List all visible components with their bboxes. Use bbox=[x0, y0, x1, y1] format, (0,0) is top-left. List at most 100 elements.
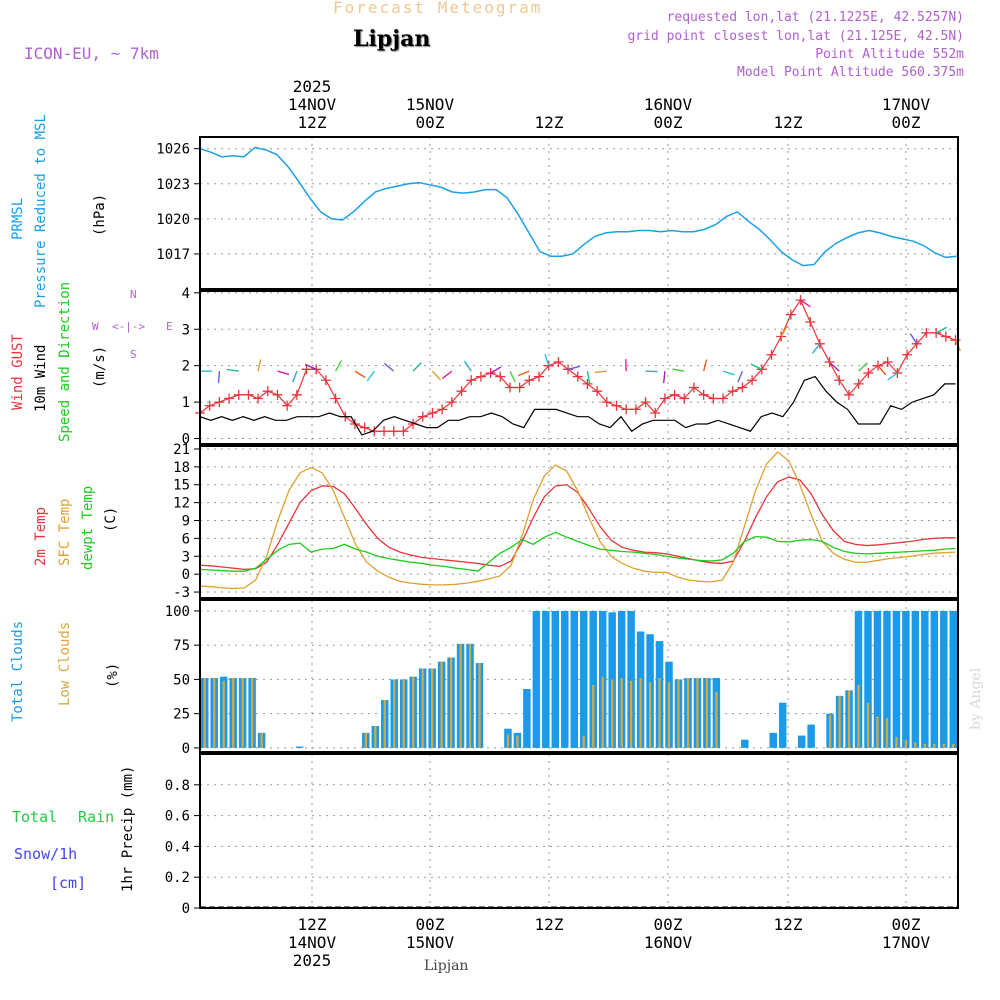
gust-marker bbox=[485, 367, 496, 378]
gust-marker bbox=[785, 309, 796, 320]
gust-marker bbox=[640, 397, 651, 408]
gust-marker bbox=[243, 389, 254, 400]
total-cloud-bar bbox=[778, 702, 787, 748]
total-cloud-bar bbox=[589, 610, 597, 748]
low-cloud-bar bbox=[241, 678, 244, 748]
top-day-label: 16NOV bbox=[644, 95, 693, 114]
total-cloud-bar bbox=[921, 610, 929, 748]
model-label: ICON-EU, ~ 7km bbox=[24, 44, 159, 63]
total-cloud-bar bbox=[883, 610, 891, 748]
y-tick-label: 0.2 bbox=[165, 870, 190, 886]
gust-marker bbox=[553, 357, 564, 368]
low-cloud-bar bbox=[914, 742, 917, 748]
total-cloud-bar bbox=[949, 610, 957, 748]
low-cloud-bar bbox=[478, 662, 481, 748]
compass-arrows: <-|-> bbox=[112, 320, 146, 333]
total-cloud-bar bbox=[854, 610, 863, 748]
gust-marker bbox=[698, 389, 709, 400]
low-cloud-bar bbox=[677, 679, 680, 748]
gust-marker bbox=[543, 360, 554, 371]
low-cloud-bar bbox=[421, 668, 424, 748]
low-cloud-bar bbox=[648, 682, 652, 748]
wind-direction-arrow bbox=[412, 362, 422, 372]
gust-marker bbox=[611, 400, 622, 411]
bottom-day-label: 15NOV bbox=[406, 933, 455, 952]
total-cloud-bar bbox=[864, 610, 872, 748]
total-cloud-bar bbox=[769, 732, 777, 748]
top-hour-label: 00Z bbox=[892, 113, 921, 132]
gust-marker bbox=[456, 386, 467, 397]
gridpoint-coords: grid point closest lon,lat (21.125E, 42.… bbox=[627, 29, 964, 44]
total-cloud-bar bbox=[523, 689, 531, 748]
low-cloud-bar bbox=[459, 643, 462, 748]
gust-marker bbox=[814, 338, 825, 349]
gust-marker bbox=[301, 364, 312, 375]
wind-direction-arrow bbox=[226, 368, 239, 372]
gust-marker bbox=[892, 367, 903, 378]
y-tick-label: 15 bbox=[173, 478, 190, 494]
wind-direction-arrow bbox=[829, 362, 840, 372]
y-tick-label: 4 bbox=[182, 286, 190, 302]
wind-direction-arrow bbox=[594, 370, 607, 374]
gust-marker bbox=[747, 375, 758, 386]
gust-marker bbox=[253, 393, 264, 404]
gust-marker bbox=[504, 382, 515, 393]
gust-marker bbox=[940, 331, 951, 342]
bottom-hour-label: 00Z bbox=[416, 915, 445, 934]
wind-direction-arrow bbox=[544, 354, 550, 366]
y-tick-label: 50 bbox=[173, 672, 190, 688]
gust-marker bbox=[475, 371, 486, 382]
gust-marker bbox=[737, 382, 748, 393]
gust-marker bbox=[621, 404, 632, 415]
gust-marker bbox=[863, 367, 874, 378]
bottom-hour-label: 00Z bbox=[654, 915, 683, 934]
panel-frame bbox=[199, 445, 959, 599]
top-hour-label: 00Z bbox=[654, 113, 683, 132]
wind-direction-arrow bbox=[463, 360, 472, 372]
wind-direction-arrow bbox=[366, 370, 375, 382]
wind-10m-line bbox=[199, 375, 956, 436]
location-title: Lipjan bbox=[353, 26, 431, 52]
bottom-day-label: 17NOV bbox=[882, 933, 931, 952]
y-tick-label: 1020 bbox=[156, 212, 190, 228]
low-cloud-bar bbox=[696, 678, 699, 748]
y-tick-label: 1 bbox=[182, 395, 190, 411]
gust-marker bbox=[582, 378, 593, 389]
footer-location: Lipjan bbox=[424, 958, 469, 974]
prmsl-line bbox=[199, 146, 957, 267]
bottom-day-label: 16NOV bbox=[644, 933, 693, 952]
top-hour-label: 00Z bbox=[416, 113, 445, 132]
gust-marker bbox=[776, 331, 787, 342]
gust-marker bbox=[446, 397, 457, 408]
precip-snow-unit-label: [cm] bbox=[50, 874, 87, 892]
gust-marker bbox=[766, 349, 777, 360]
wind-direction-arrow bbox=[877, 365, 887, 376]
total-cloud-bar bbox=[940, 610, 948, 748]
low-cloud-bar bbox=[876, 716, 879, 748]
panel-frame bbox=[199, 136, 959, 290]
wind-direction-arrow bbox=[780, 325, 788, 337]
y-tick-label: 0 bbox=[182, 567, 190, 583]
y-tick-label: 25 bbox=[173, 707, 190, 723]
gust-marker bbox=[824, 357, 835, 368]
gust-marker bbox=[650, 408, 661, 419]
top-day-label: 14NOV bbox=[288, 95, 337, 114]
gust-marker bbox=[233, 389, 244, 400]
wind-direction-arrow bbox=[935, 326, 948, 334]
low-cloud-bar bbox=[866, 702, 870, 748]
total-cloud-bar bbox=[580, 610, 588, 748]
y-tick-label: 0.6 bbox=[165, 809, 190, 825]
low-cloud-bar bbox=[705, 678, 709, 748]
temp-dewpt-line bbox=[199, 531, 956, 572]
total-cloud-bar bbox=[807, 724, 815, 748]
gust-marker bbox=[534, 371, 545, 382]
top-day-label: 15NOV bbox=[406, 95, 455, 114]
low-cloud-bar bbox=[374, 725, 377, 748]
total-cloud-bar bbox=[797, 735, 806, 748]
gust-marker bbox=[398, 426, 409, 437]
gust-marker bbox=[708, 393, 719, 404]
gust-marker bbox=[388, 426, 399, 437]
low-cloud-bar bbox=[857, 684, 860, 748]
y-tick-label: 21 bbox=[173, 442, 190, 458]
